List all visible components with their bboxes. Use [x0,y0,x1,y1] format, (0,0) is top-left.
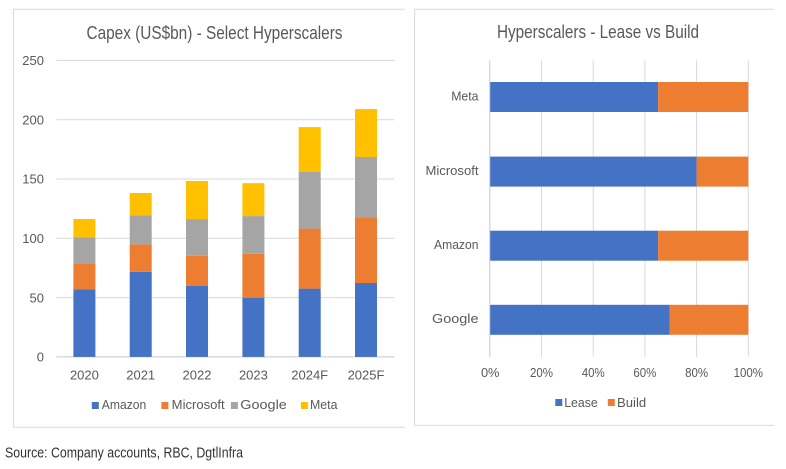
svg-text:Hyperscalers - Lease vs Build: Hyperscalers - Lease vs Build [497,22,699,42]
svg-text:250: 250 [22,53,44,68]
svg-text:80%: 80% [685,365,708,380]
svg-text:2024F: 2024F [291,367,328,382]
svg-text:100: 100 [22,231,44,246]
svg-text:Amazon: Amazon [434,237,479,252]
svg-text:Build: Build [617,395,646,410]
svg-text:Amazon: Amazon [102,397,147,412]
svg-text:Microsoft: Microsoft [172,397,225,412]
svg-text:40%: 40% [582,365,605,380]
svg-text:2025F: 2025F [348,367,385,382]
svg-text:Google: Google [432,311,479,326]
svg-text:Lease: Lease [564,395,598,410]
svg-text:Capex (US$bn) - Select Hypersc: Capex (US$bn) - Select Hyperscalers [87,23,343,43]
svg-text:Meta: Meta [451,89,479,104]
svg-text:Microsoft: Microsoft [426,163,479,178]
svg-text:150: 150 [22,172,44,187]
svg-text:60%: 60% [633,365,656,380]
svg-text:2023: 2023 [239,367,268,382]
svg-text:Google: Google [240,397,286,412]
svg-text:100%: 100% [734,365,764,380]
svg-text:20%: 20% [530,365,553,380]
svg-text:200: 200 [22,112,44,127]
svg-text:2020: 2020 [70,367,99,382]
svg-text:0: 0 [37,350,44,365]
svg-text:2021: 2021 [126,367,155,382]
svg-text:Meta: Meta [310,397,338,412]
svg-text:2022: 2022 [183,367,212,382]
svg-text:0%: 0% [481,365,500,380]
svg-text:50: 50 [30,290,44,305]
svg-text:Source: Company accounts, RBC,: Source: Company accounts, RBC, DgtlInfra [5,446,243,462]
